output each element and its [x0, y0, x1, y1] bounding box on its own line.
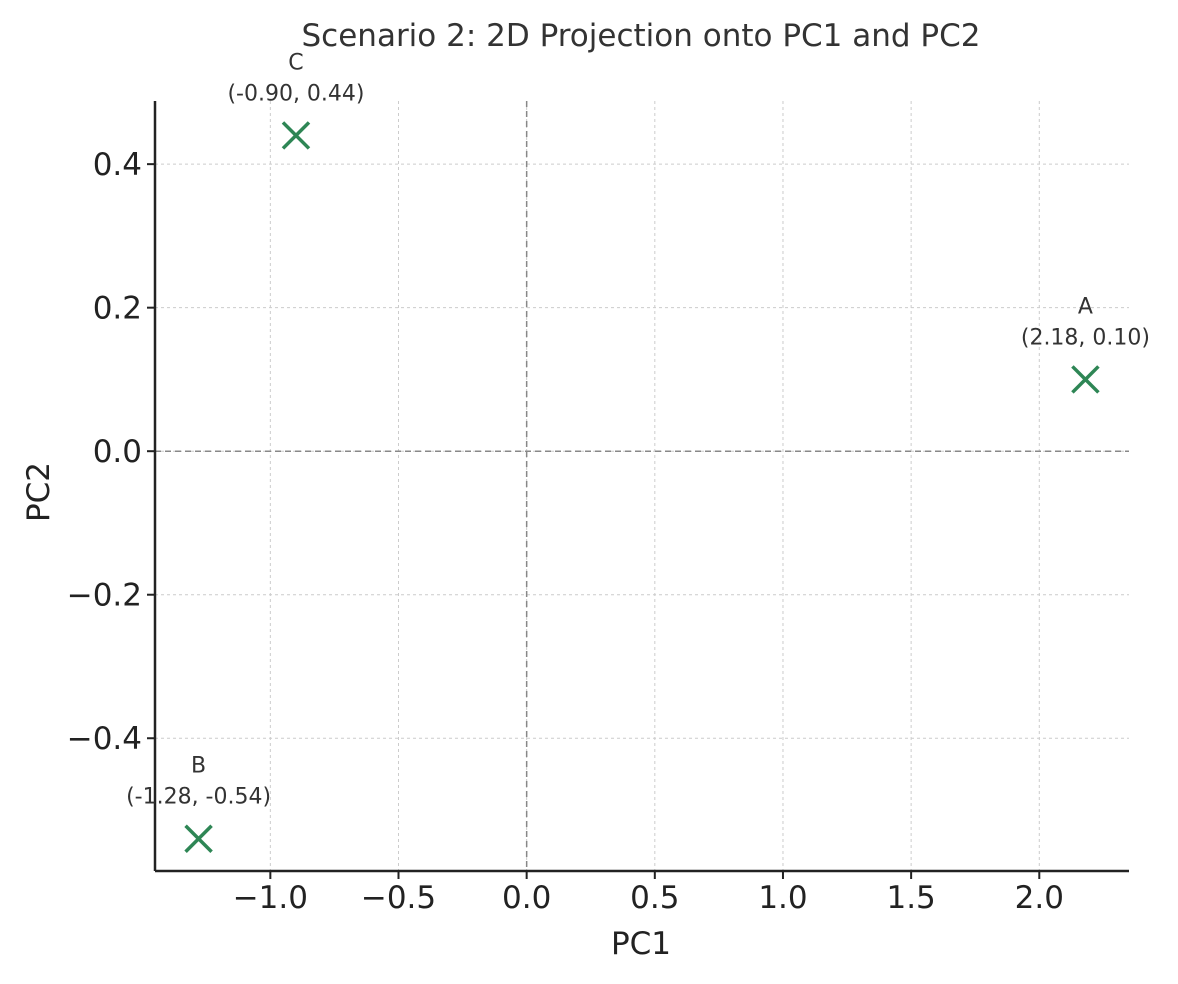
- point-marker-stroke: [1071, 365, 1100, 394]
- axes: [153, 101, 1129, 873]
- x-tick-label: −0.5: [361, 880, 436, 916]
- x-tick-label: −1.0: [233, 880, 308, 916]
- point-name-label: C: [288, 50, 303, 75]
- chart-title: Scenario 2: 2D Projection onto PC1 and P…: [302, 18, 981, 54]
- point-coord-label: (2.18, 0.10): [1021, 325, 1150, 350]
- point-name-label: B: [191, 754, 206, 779]
- y-tick-label: −0.4: [67, 721, 142, 757]
- y-axis-label: PC2: [21, 462, 57, 522]
- y-tick-label: 0.4: [93, 147, 142, 183]
- tick-labels: −1.0 −0.5 0.0 0.5 1.0 1.5 2.0 −0.4 −0.2 0.0 0.2 0.4: [67, 147, 1064, 916]
- x-axis-label: PC1: [611, 926, 671, 962]
- y-tick-label: −0.2: [67, 578, 142, 614]
- x-tick-label: 0.0: [502, 880, 551, 916]
- x-tick-label: 1.0: [758, 880, 807, 916]
- data-points: A (2.18, 0.10) B (-1.28, -0.54) C (-0.90, 0.4…: [126, 50, 1150, 853]
- x-tick-label: 1.5: [886, 880, 935, 916]
- zero-lines: [155, 101, 1129, 871]
- grid-layer: [155, 101, 1129, 871]
- data-point-c: [281, 121, 311, 150]
- point-marker-stroke: [281, 121, 311, 150]
- data-point-b: [184, 824, 213, 853]
- y-tick-label: 0.0: [93, 434, 142, 470]
- point-coord-label: (-0.90, 0.44): [227, 81, 364, 106]
- x-tick-label: 2.0: [1015, 880, 1064, 916]
- point-coord-label: (-1.28, -0.54): [126, 785, 271, 810]
- x-tick-label: 0.5: [630, 880, 679, 916]
- point-marker-stroke: [184, 824, 213, 853]
- point-name-label: A: [1078, 294, 1093, 319]
- y-tick-label: 0.2: [93, 291, 142, 327]
- data-point-a: [1071, 365, 1100, 394]
